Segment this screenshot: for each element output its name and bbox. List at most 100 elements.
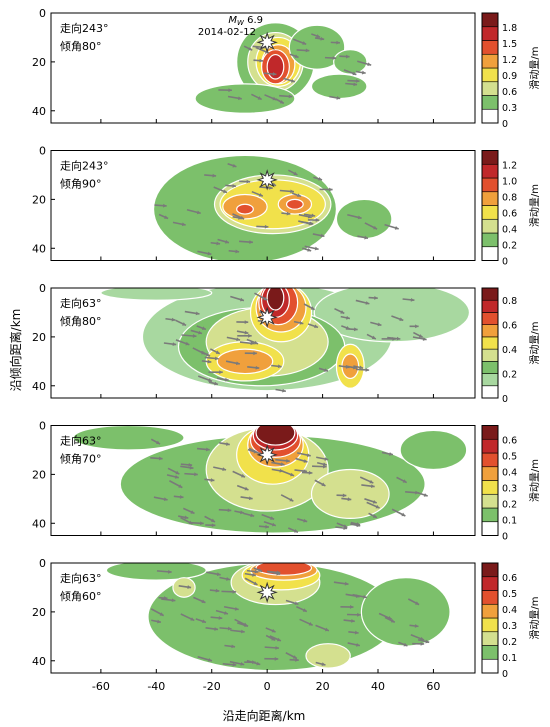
slip-vector-head [357, 612, 361, 617]
y-tick-label: 0 [39, 7, 46, 20]
slip-vector-head [353, 365, 357, 370]
colorbar-segment [481, 590, 499, 605]
y-tick-label: 20 [32, 331, 46, 344]
slip-vector-head [290, 189, 294, 194]
colorbar-tick-label: 0.2 [502, 240, 517, 251]
slip-vector-head [159, 612, 164, 616]
plot-frame [50, 287, 476, 399]
colorbar-tick-label: 0.4 [502, 605, 517, 616]
colorbar: 0 0.1 0.2 0.3 0.4 0.5 0.6 滑动量/m [481, 562, 541, 680]
colorbar-segment [481, 246, 499, 261]
slip-vector-head [356, 642, 360, 647]
slip-vector-head [250, 513, 255, 518]
slip-vector-head [321, 662, 326, 667]
slip-vector-head [171, 317, 176, 322]
y-tick-label: 40 [32, 517, 46, 530]
colorbar-tick-label: 0.6 [502, 573, 517, 584]
slip-vector-head [269, 185, 273, 190]
colorbar-segment [481, 324, 499, 338]
slip-vector-head [315, 218, 320, 223]
slip-vector-head [214, 356, 219, 361]
slip-vector-head [214, 627, 219, 631]
colorbar-tick-label: 0 [502, 119, 508, 130]
y-tick-label: 0 [39, 557, 46, 570]
slip-patch [305, 643, 351, 669]
slip-vector-head [418, 334, 423, 338]
colorbar-segment [481, 232, 499, 248]
slip-vector-head [187, 585, 192, 589]
colorbar-tick-label: 0.8 [502, 192, 517, 203]
strike-label: 走向243° [60, 21, 109, 35]
colorbar-tick-label: 0.6 [502, 321, 517, 332]
slip-patch [335, 198, 393, 240]
slip-vector-head [274, 656, 279, 661]
colorbar-segment [481, 452, 499, 468]
slip-vector-head [181, 222, 186, 227]
colorbar: 0 0.2 0.4 0.6 0.8 滑动量/m [481, 287, 541, 405]
colorbar-segment [481, 466, 499, 481]
slip-vector-head [255, 365, 260, 370]
colorbar-segment [481, 361, 499, 374]
slip-vector-head [423, 493, 428, 497]
slip-vector-head [252, 660, 256, 665]
slip-vector-head [336, 40, 340, 45]
slip-vector-head [352, 71, 357, 76]
slip-vector-head [223, 189, 228, 194]
y-tick-label: 20 [32, 56, 46, 69]
slip-vector-head [401, 512, 406, 517]
slip-vector-head [310, 306, 315, 310]
slip-vector-head [248, 46, 253, 51]
slip-patch [285, 198, 304, 210]
colorbar-tick-label: 0 [502, 394, 508, 405]
slip-vector-head [344, 581, 349, 586]
slip-vector-head [163, 596, 168, 600]
colorbar-segment [481, 40, 499, 55]
slip-patch [172, 577, 196, 598]
slip-vector-head [257, 96, 262, 100]
colorbar-segment [481, 287, 499, 301]
y-tick-label: 40 [32, 380, 46, 393]
y-tick-label: 40 [32, 105, 46, 118]
slip-vector-head [253, 351, 257, 356]
slip-vector-head [235, 249, 240, 254]
slip-vector-head [189, 465, 194, 470]
slip-vector-field [150, 438, 428, 533]
colorbar-segment [481, 67, 499, 83]
colorbar-tick-label: 1.2 [502, 160, 517, 171]
slip-vector-head [208, 658, 212, 662]
slip-vector-head [351, 619, 355, 623]
slip-vector-head [218, 616, 223, 620]
slip-vector-head [254, 340, 258, 345]
dip-label: 倾角70° [60, 453, 102, 466]
slip-vector-head [163, 497, 168, 502]
slip-vector-field [154, 162, 399, 256]
slip-vector-head [329, 187, 333, 192]
slip-vector-head [303, 518, 308, 523]
slip-vector-head [302, 41, 307, 45]
slip-vector-head [236, 337, 241, 342]
slip-vector-head [235, 361, 240, 366]
slip-vector-head [276, 570, 281, 575]
slip-vector-head [322, 462, 327, 467]
slip-vector-head [157, 619, 161, 624]
colorbar-segment [481, 26, 499, 41]
slip-vector-head [377, 322, 382, 327]
slip-vector-head [324, 368, 328, 372]
slip-vector-head [182, 322, 187, 326]
slip-vector-head [342, 493, 347, 498]
colorbar-segment [481, 658, 499, 674]
slip-vector-head [240, 473, 245, 478]
slip-vector-head [279, 100, 284, 104]
colorbar-segment [481, 373, 499, 387]
colorbar-segment [481, 480, 499, 495]
slip-vector-head [214, 381, 219, 386]
epicenter-star-icon [256, 306, 278, 329]
dip-label: 倾角90° [60, 178, 102, 191]
colorbar-tick-label: 0.4 [502, 345, 517, 356]
panel-2: 走向243° 倾角90° 0 20 40 0 0.2 0.4 0.6 0.8 1.0 1.2 滑动量/m [32, 145, 541, 268]
strike-label: 走向63° [60, 434, 102, 448]
slip-vector-head [324, 627, 329, 632]
slip-vector-head [372, 514, 377, 518]
slip-vector-head [215, 350, 220, 354]
colorbar-tick-label: 0 [502, 669, 508, 680]
